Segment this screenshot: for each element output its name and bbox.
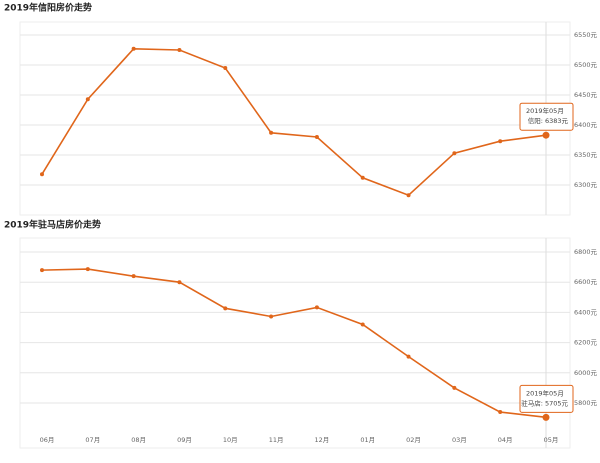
point — [85, 267, 90, 272]
point — [223, 66, 228, 70]
x-tick-label: 12月 — [315, 436, 330, 444]
x-tick-label: 02月 — [406, 436, 421, 444]
y-tick-label: 6500元 — [574, 61, 598, 69]
y-tick-label: 5800元 — [574, 399, 598, 407]
point — [452, 385, 457, 390]
y-tick-label: 6000元 — [574, 369, 598, 377]
point — [406, 354, 411, 359]
y-tick-label: 6300元 — [574, 181, 598, 189]
tooltip — [519, 384, 574, 413]
y-tick-label: 6400元 — [574, 308, 598, 316]
y-tick-label: 6400元 — [574, 121, 598, 129]
x-tick-label: 10月 — [223, 436, 238, 444]
y-tick-label: 6800元 — [574, 248, 598, 256]
line — [41, 268, 547, 419]
chart-title: 2019年信阳房价走势 — [4, 2, 92, 14]
point — [269, 314, 274, 319]
point — [314, 305, 319, 310]
y-tick-label: 6450元 — [574, 91, 598, 99]
x-tick-label: 03月 — [452, 436, 467, 444]
tooltip-label: 信阳: 6383元 — [528, 116, 569, 125]
point — [40, 268, 44, 273]
chart-title: 2019年驻马店房价走势 — [4, 219, 101, 231]
x-tick-label: 04月 — [498, 436, 513, 444]
line — [41, 47, 547, 197]
y-tick-label: 6600元 — [574, 278, 598, 286]
point — [314, 135, 319, 139]
y-tick-label: 6350元 — [574, 151, 598, 159]
point — [406, 193, 411, 198]
tooltip — [519, 102, 574, 131]
point — [223, 306, 228, 311]
tooltip-title: 2019年05月 — [526, 388, 564, 397]
point — [40, 172, 44, 177]
point — [177, 48, 182, 52]
x-tick-label: 07月 — [85, 436, 100, 444]
point — [452, 151, 457, 156]
point — [498, 410, 503, 415]
point — [131, 274, 136, 279]
x-tick-label: 09月 — [177, 436, 192, 444]
plot-frame — [19, 21, 571, 216]
x-tick-label: 06月 — [40, 436, 55, 444]
point — [498, 139, 503, 144]
point — [542, 413, 550, 421]
x-tick-label: 08月 — [131, 436, 146, 444]
x-tick-label: 01月 — [360, 436, 375, 444]
point — [85, 97, 90, 102]
y-tick-label: 6200元 — [574, 339, 598, 347]
x-tick-label: 05月 — [544, 436, 559, 444]
tooltip-label: 驻马店: 5705元 — [521, 398, 568, 407]
x-tick-label: 11月 — [269, 436, 284, 444]
point — [542, 131, 550, 139]
tooltip-title: 2019年05月 — [526, 106, 564, 115]
point — [360, 322, 365, 327]
y-tick-label: 6550元 — [574, 31, 598, 39]
point — [360, 175, 365, 180]
point — [269, 130, 274, 135]
point — [131, 46, 136, 51]
point — [177, 280, 182, 285]
